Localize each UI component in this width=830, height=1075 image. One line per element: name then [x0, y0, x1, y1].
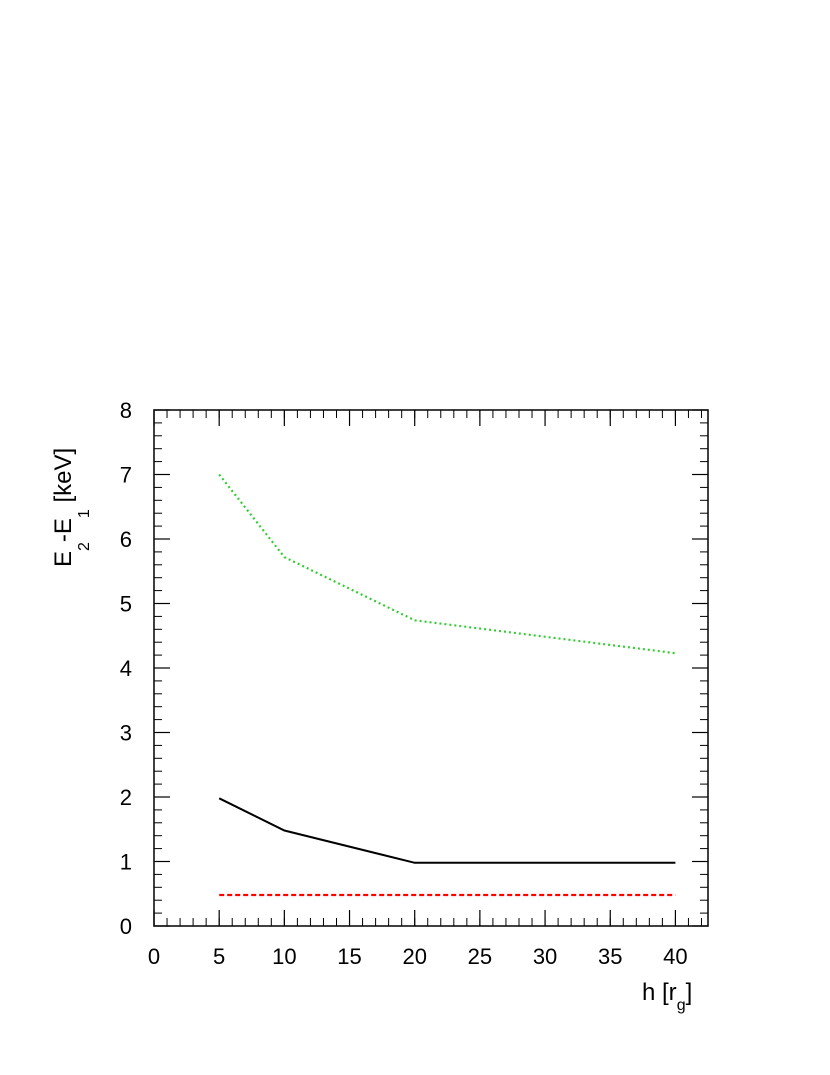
- series-lines: [218, 473, 676, 897]
- y-tick-label: 2: [120, 785, 132, 810]
- y-tick-label: 6: [120, 527, 132, 552]
- y-tick-label: 7: [120, 463, 132, 488]
- series-line-1: [218, 473, 676, 655]
- y-axis-label: E2-E1 [keV]: [50, 448, 93, 567]
- axis-ticks: [153, 409, 708, 927]
- x-tick-label: 20: [402, 944, 426, 969]
- x-tick-label: 0: [148, 944, 160, 969]
- x-tick-label: 40: [663, 944, 687, 969]
- x-tick-label: 5: [213, 944, 225, 969]
- y-tick-label: 1: [120, 850, 132, 875]
- plot-frame: [153, 409, 709, 927]
- y-tick-label: 4: [120, 656, 132, 681]
- y-tick-label: 8: [120, 398, 132, 423]
- x-tick-label: 30: [533, 944, 557, 969]
- x-axis-label: h [rg]: [642, 979, 692, 1014]
- x-tick-label: 25: [468, 944, 492, 969]
- x-tick-label: 15: [337, 944, 361, 969]
- x-tick-label: 35: [598, 944, 622, 969]
- y-tick-label: 3: [120, 721, 132, 746]
- series-line-2: [218, 797, 676, 864]
- tick-labels: 0 5 10 15 20 25 30 35 40 0 1 2 3 4 5 6 7 8: [120, 398, 688, 969]
- y-tick-label: 5: [120, 592, 132, 617]
- y-tick-label: 0: [120, 914, 132, 939]
- x-tick-label: 10: [272, 944, 296, 969]
